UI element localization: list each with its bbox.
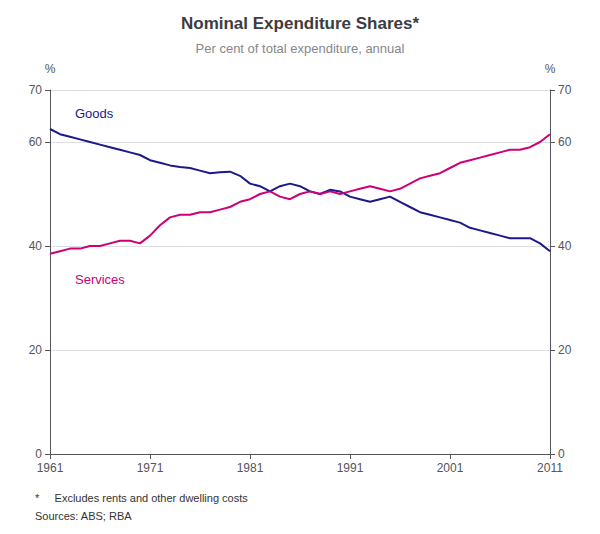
svg-text:Nominal Expenditure Shares*: Nominal Expenditure Shares* [181, 14, 419, 33]
svg-text:20: 20 [558, 343, 572, 357]
svg-text:0: 0 [35, 447, 42, 461]
svg-text:20: 20 [29, 343, 43, 357]
svg-text:60: 60 [29, 135, 43, 149]
svg-text:%: % [545, 62, 556, 76]
svg-text:40: 40 [29, 239, 43, 253]
svg-text:Per cent of total expenditure,: Per cent of total expenditure, annual [196, 41, 405, 56]
svg-text:0: 0 [558, 447, 565, 461]
svg-text:1991: 1991 [337, 461, 364, 475]
svg-text:2001: 2001 [437, 461, 464, 475]
svg-text:1961: 1961 [37, 461, 64, 475]
svg-text:70: 70 [558, 83, 572, 97]
svg-text:Goods: Goods [75, 106, 114, 121]
svg-text:%: % [45, 62, 56, 76]
svg-text:1971: 1971 [137, 461, 164, 475]
svg-text:60: 60 [558, 135, 572, 149]
svg-text:Services: Services [75, 272, 125, 287]
svg-text:70: 70 [29, 83, 43, 97]
svg-text:40: 40 [558, 239, 572, 253]
svg-text:Sources: ABS; RBA: Sources: ABS; RBA [35, 510, 132, 522]
svg-text:1981: 1981 [237, 461, 264, 475]
svg-text:2011: 2011 [537, 461, 563, 475]
svg-text:* Excludes rents and other: * Excludes rents and other dwelling cost… [35, 492, 248, 504]
